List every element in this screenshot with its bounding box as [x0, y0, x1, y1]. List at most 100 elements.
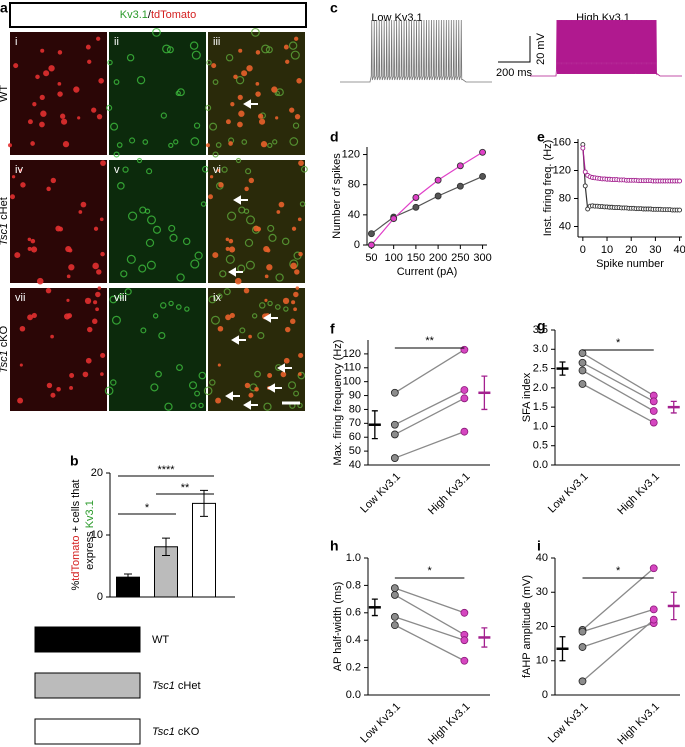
- cell: [138, 264, 147, 273]
- data-point: [649, 418, 658, 427]
- cell: [221, 166, 228, 173]
- cell: [244, 186, 249, 192]
- tile-label: ii: [114, 36, 119, 48]
- cell: [245, 215, 256, 225]
- micrograph-content: [104, 288, 207, 411]
- cell: [281, 237, 290, 246]
- data-point: [460, 608, 469, 617]
- cell: [66, 274, 71, 279]
- cell: [282, 297, 290, 305]
- cell: [129, 137, 136, 144]
- cell: [66, 313, 73, 319]
- y-tick-label: 90: [349, 389, 361, 401]
- micrograph-content: [17, 286, 106, 404]
- cell: [17, 397, 24, 404]
- legend-label: Tsc1 cHet: [152, 680, 201, 692]
- legend-label: Tsc1 cKO: [152, 726, 200, 738]
- scale-bar-label: 200 ms: [496, 67, 533, 79]
- cell: [190, 137, 200, 146]
- cell: [20, 182, 26, 188]
- legend-swatch: [34, 718, 141, 745]
- panel-letter: i: [537, 538, 541, 554]
- cell: [275, 88, 284, 97]
- arrow: [231, 335, 246, 345]
- panel-letter: d: [330, 129, 339, 145]
- row-label: Tsc1 cKO: [0, 325, 10, 373]
- data-point: [412, 203, 420, 211]
- cell: [188, 381, 198, 390]
- cell: [254, 386, 259, 392]
- cell: [258, 118, 266, 125]
- data-point: [677, 207, 683, 213]
- data-point: [390, 388, 399, 397]
- data-point: [390, 454, 399, 462]
- tile-label: viii: [114, 292, 127, 304]
- cell: [255, 50, 261, 55]
- arrow: [228, 267, 243, 277]
- cell: [57, 91, 63, 97]
- cell: [91, 107, 97, 113]
- cell: [118, 293, 124, 299]
- cell: [169, 233, 178, 242]
- y-tick-label: 40: [536, 552, 548, 564]
- error-bar: [559, 361, 566, 376]
- y-tick-label: 2.5: [533, 362, 548, 374]
- panel-letter: e: [537, 129, 545, 145]
- y-axis-label: AP half-width (ms): [332, 582, 344, 672]
- data-point: [390, 584, 399, 593]
- cell: [261, 44, 270, 54]
- cell: [191, 50, 201, 60]
- cell: [206, 59, 212, 66]
- legend-swatch: [34, 672, 141, 699]
- data-point: [578, 358, 587, 367]
- error-bar: [162, 537, 170, 556]
- cell: [289, 137, 299, 146]
- cell: [235, 157, 242, 164]
- cell: [82, 371, 89, 378]
- cell: [215, 142, 222, 148]
- cell: [209, 122, 218, 131]
- y-tick-label: 80: [349, 403, 361, 415]
- cell: [248, 177, 255, 184]
- cell: [292, 122, 300, 129]
- cell: [128, 211, 138, 221]
- y-tick-label: 40: [348, 209, 360, 221]
- cell: [255, 81, 260, 86]
- data-point: [460, 345, 469, 354]
- cell: [150, 383, 159, 392]
- cell: [107, 59, 113, 66]
- cell: [93, 226, 99, 231]
- y-axis-label: fAHP amplitude (mV): [521, 575, 533, 678]
- pair-line: [394, 349, 465, 394]
- data-point: [434, 176, 442, 184]
- cell: [145, 238, 155, 248]
- cell: [285, 59, 290, 64]
- y-tick-label: 1.0: [346, 552, 361, 564]
- cell: [212, 151, 219, 158]
- voltage-trace: [340, 19, 492, 83]
- cell: [278, 201, 285, 208]
- cell: [99, 217, 104, 222]
- cell: [109, 295, 118, 304]
- cell: [19, 363, 23, 367]
- scale-bar: [498, 36, 531, 63]
- cell: [198, 371, 207, 380]
- cell: [295, 286, 300, 290]
- cell: [283, 357, 290, 364]
- y-tick-label: 0: [354, 239, 360, 251]
- cell: [263, 402, 272, 411]
- label-part: %: [70, 580, 82, 590]
- data-point: [434, 192, 442, 200]
- cell: [116, 142, 123, 148]
- cell: [176, 273, 185, 282]
- pair-line: [394, 624, 465, 662]
- cell: [92, 318, 98, 325]
- cell: [297, 402, 303, 409]
- cell: [218, 182, 224, 188]
- cell: [65, 245, 72, 253]
- data-point: [580, 145, 586, 151]
- cell: [283, 44, 289, 50]
- pair-line: [582, 622, 654, 648]
- cell: [66, 298, 70, 302]
- label-part: tdTomato: [151, 9, 196, 21]
